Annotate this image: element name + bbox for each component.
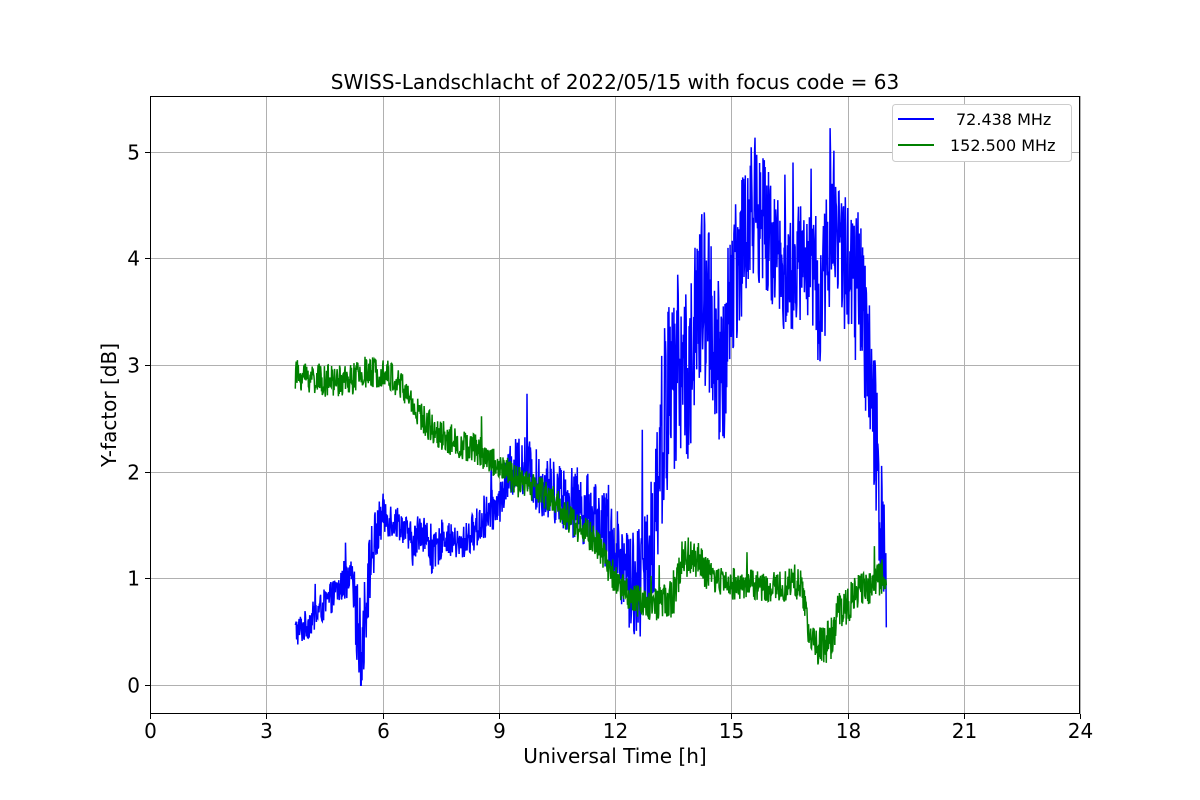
y-tick-label: 5	[127, 141, 140, 165]
y-tick-label: 4	[127, 247, 140, 271]
x-tick-label: 0	[144, 719, 157, 743]
x-axis: 0 3 6 9 12 15 18 21 24	[144, 714, 1093, 743]
x-tick-label: 21	[952, 719, 977, 743]
x-tick-label: 18	[836, 719, 861, 743]
legend-label-152mhz: 152.500 MHz	[950, 136, 1055, 155]
series-line-0	[294, 128, 888, 686]
y-tick-label: 3	[127, 354, 140, 378]
axes-frame	[150, 96, 1080, 714]
y-tick-label: 2	[127, 461, 140, 485]
x-tick-label: 9	[493, 719, 506, 743]
x-tick-label: 24	[1068, 719, 1093, 743]
series-line-1	[294, 356, 888, 665]
x-axis-label: Universal Time [h]	[523, 744, 706, 768]
x-tick-label: 12	[603, 719, 628, 743]
chart-title: SWISS-Landschlacht of 2022/05/15 with fo…	[331, 70, 899, 94]
y-tick-label: 0	[127, 674, 140, 698]
x-tick-label: 15	[719, 719, 744, 743]
plot-area	[294, 128, 888, 686]
legend-box	[892, 104, 1072, 162]
y-tick-label: 1	[127, 567, 140, 591]
legend-label-72mhz: 72.438 MHz	[956, 110, 1051, 129]
legend: 72.438 MHz 152.500 MHz	[892, 104, 1072, 162]
y-axis-label: Y-factor [dB]	[97, 343, 121, 468]
x-tick-label: 3	[260, 719, 273, 743]
y-axis: 0 1 2 3 4 5	[127, 141, 150, 698]
x-tick-label: 6	[377, 719, 390, 743]
